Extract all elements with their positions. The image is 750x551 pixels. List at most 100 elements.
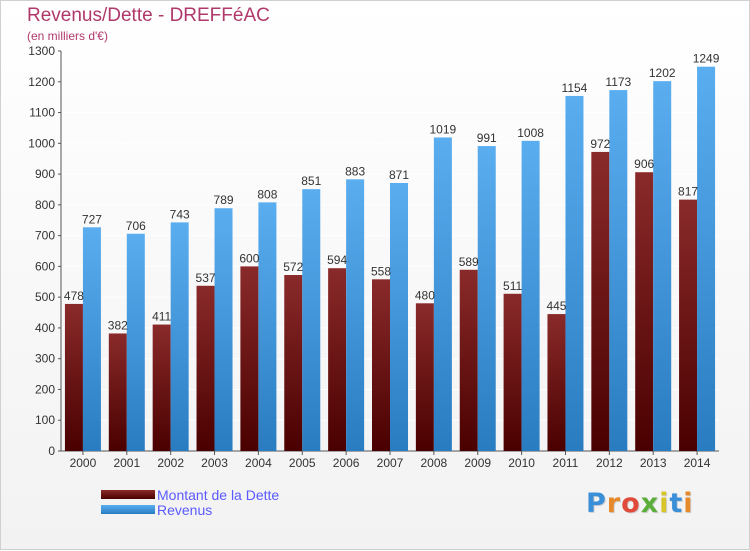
bar-revenus	[82, 227, 101, 451]
data-label-debt: 906	[634, 157, 654, 171]
bar-revenus	[697, 66, 716, 451]
data-label-debt: 594	[327, 253, 347, 267]
data-label-revenus: 727	[82, 212, 102, 226]
data-label-debt: 589	[459, 255, 479, 269]
bar-debt	[459, 269, 478, 451]
legend-swatch-revenus	[101, 505, 155, 514]
data-label-debt: 972	[590, 137, 610, 151]
y-tick-label: 300	[35, 352, 55, 366]
x-tick-label: 2006	[333, 456, 360, 470]
bar-revenus	[390, 183, 408, 451]
bar-revenus	[302, 189, 321, 451]
legend-item-debt: Montant de la Dette	[101, 486, 280, 503]
bar-debt	[152, 324, 171, 451]
bar-revenus	[214, 208, 233, 451]
y-tick-label: 100	[35, 413, 55, 427]
y-tick-label: 200	[35, 382, 55, 396]
y-tick-label: 900	[35, 167, 55, 181]
bar-revenus	[258, 202, 277, 451]
logo-letter: P	[586, 488, 607, 519]
bar-debt	[503, 293, 522, 451]
bar-debt	[591, 151, 610, 451]
data-label-revenus: 1019	[430, 122, 457, 136]
data-labels: 478 727 382 706 411 743 537 789 600 808 572 851 594 8…	[64, 52, 720, 333]
data-label-revenus: 991	[477, 131, 497, 145]
bar-debt	[64, 303, 83, 451]
bars	[64, 66, 716, 452]
y-tick-label: 800	[35, 198, 55, 212]
bar-debt	[284, 275, 303, 451]
bar-revenus	[521, 140, 540, 451]
x-tick-label: 2009	[464, 456, 491, 470]
y-tick-label: 1000	[28, 136, 55, 150]
logo-letter: x	[640, 488, 660, 519]
bar-revenus	[609, 90, 628, 452]
x-tick-label: 2003	[201, 456, 228, 470]
bar-debt	[328, 268, 347, 451]
x-tick-label: 2002	[157, 456, 184, 470]
proxiti-logo: Proxiti	[586, 488, 694, 519]
x-tick-label: 2005	[289, 456, 316, 470]
bar-debt	[372, 279, 390, 451]
logo-letter: i	[659, 488, 670, 519]
axes: 0 100 200 300 400 500 600 700 800 900 1000 1100 1200…	[28, 44, 719, 470]
data-label-revenus: 743	[170, 207, 190, 221]
y-tick-label: 600	[35, 259, 55, 273]
data-label-debt: 382	[108, 318, 128, 332]
data-label-debt: 600	[239, 251, 259, 265]
chart-title: Revenus/Dette - DREFFéAC	[27, 5, 270, 26]
x-tick-label: 2014	[684, 456, 711, 470]
logo-letter: r	[606, 488, 622, 519]
y-tick-label: 500	[35, 290, 55, 304]
x-tick-label: 2010	[508, 456, 535, 470]
data-label-debt: 511	[503, 279, 522, 293]
data-label-debt: 445	[546, 299, 566, 313]
bar-revenus	[346, 179, 365, 452]
bar-debt	[679, 199, 698, 451]
data-label-debt: 817	[678, 185, 698, 199]
bar-debt	[635, 172, 654, 451]
data-label-debt: 411	[152, 310, 171, 324]
data-label-revenus: 1202	[649, 66, 676, 80]
x-tick-label: 2011	[553, 456, 579, 470]
data-label-revenus: 706	[126, 219, 146, 233]
y-tick-label: 0	[48, 444, 55, 458]
data-label-revenus: 851	[301, 174, 321, 188]
bar-debt	[547, 314, 566, 451]
x-tick-label: 2004	[245, 456, 272, 470]
x-tick-label: 2001	[113, 456, 140, 470]
y-tick-label: 1300	[28, 44, 55, 58]
data-label-revenus: 1154	[562, 81, 588, 95]
y-tick-label: 400	[35, 321, 55, 335]
bar-revenus	[126, 233, 145, 451]
x-tick-label: 2013	[640, 456, 667, 470]
legend-swatch-debt	[101, 490, 155, 499]
x-tick-label: 2000	[70, 456, 97, 470]
bar-debt	[240, 266, 259, 451]
legend-label-revenus: Revenus	[157, 501, 213, 518]
data-label-revenus: 883	[345, 164, 365, 178]
legend: Montant de la Dette Revenus	[101, 486, 280, 518]
chart-subtitle: (en milliers d'€)	[27, 29, 108, 43]
data-label-revenus: 1249	[693, 52, 720, 66]
y-tick-label: 1200	[28, 75, 55, 89]
data-label-debt: 572	[283, 260, 303, 274]
logo-letter: i	[683, 488, 694, 519]
bar-revenus	[433, 137, 452, 451]
x-tick-label: 2008	[421, 456, 448, 470]
bar-revenus	[653, 81, 672, 452]
data-label-revenus: 871	[389, 168, 409, 182]
bar-debt	[196, 285, 215, 451]
data-label-debt: 478	[64, 289, 84, 303]
data-label-revenus: 1173	[605, 75, 631, 89]
y-tick-label: 700	[35, 229, 55, 243]
y-tick-label: 1100	[29, 106, 55, 120]
bar-revenus	[565, 95, 584, 451]
data-label-revenus: 789	[214, 193, 234, 207]
bar-debt	[108, 333, 127, 451]
bar-revenus	[170, 222, 189, 451]
legend-label-debt: Montant de la Dette	[157, 486, 280, 503]
data-label-debt: 480	[415, 288, 435, 302]
